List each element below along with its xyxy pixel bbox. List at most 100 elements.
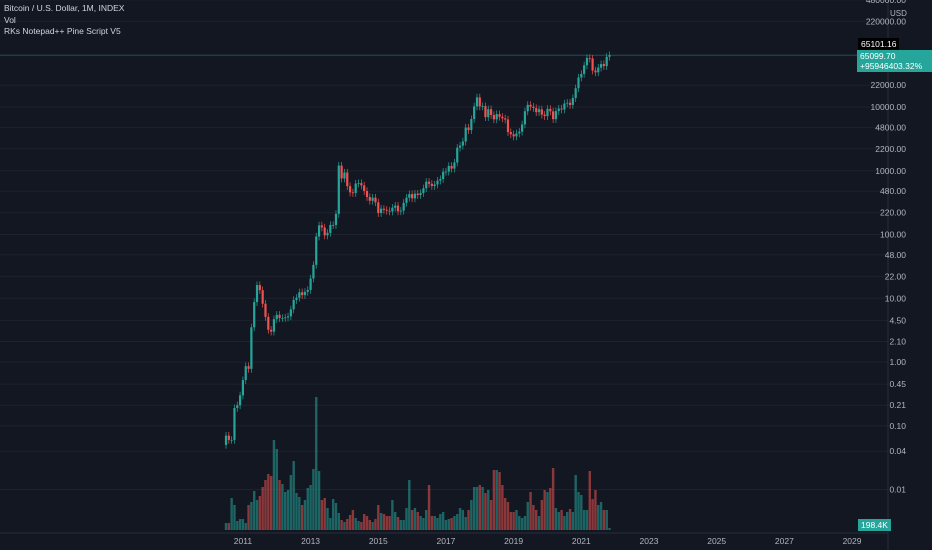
- volume-bar: [577, 492, 580, 530]
- candle-body: [594, 70, 597, 73]
- volume-bar: [571, 512, 575, 530]
- volume-bar: [520, 518, 524, 530]
- volume-bar: [526, 502, 529, 530]
- candle-body: [377, 202, 380, 214]
- candle-body: [411, 194, 414, 199]
- volume-bar: [385, 516, 388, 530]
- volume-bar: [580, 495, 583, 530]
- candle-body: [264, 303, 267, 317]
- volume-bar: [315, 397, 318, 530]
- candle-body: [354, 183, 357, 193]
- volume-bar: [498, 472, 501, 530]
- volume-bar: [566, 512, 569, 530]
- time-tick-label: 2019: [504, 536, 523, 546]
- symbol-title[interactable]: Bitcoin / U.S. Dollar, 1M, INDEX: [4, 3, 125, 13]
- candle-body: [487, 109, 490, 118]
- time-tick-label: 2021: [572, 536, 591, 546]
- time-tick-label: 2023: [640, 536, 659, 546]
- candle-body: [464, 127, 467, 142]
- candle-body: [371, 197, 374, 201]
- script-indicator-label[interactable]: RKs Notepad++ Pine Script V5: [4, 26, 121, 36]
- time-tick-label: 2025: [707, 536, 726, 546]
- volume-bar: [447, 519, 450, 530]
- volume-bar: [512, 512, 515, 530]
- volume-bar: [551, 468, 555, 530]
- candle-body: [563, 103, 566, 110]
- candle-body: [492, 114, 495, 120]
- candle-body: [532, 106, 535, 109]
- candle-body: [233, 407, 236, 440]
- time-tick-label: 2015: [369, 536, 388, 546]
- candle-body: [337, 165, 340, 214]
- volume-bar: [425, 510, 428, 530]
- time-axis[interactable]: 2011 2013 2015 2017 2019 2021 2023 2025 2027 2029: [234, 536, 862, 546]
- candle-body: [255, 285, 259, 303]
- price-tick-label: 220.00: [880, 208, 906, 218]
- candle-body: [580, 73, 583, 78]
- volume-bar: [346, 519, 349, 530]
- candle-body: [365, 191, 369, 198]
- candle-body: [357, 183, 360, 184]
- candle-body: [267, 316, 270, 330]
- candle-body: [605, 56, 608, 67]
- volume-bar: [585, 510, 589, 530]
- volume-indicator-label[interactable]: Vol: [4, 14, 16, 25]
- candle-body: [351, 192, 354, 194]
- volume-bar: [492, 470, 496, 530]
- volume-bar: [467, 510, 470, 530]
- candle-body: [312, 264, 315, 279]
- volume-bar: [357, 521, 360, 530]
- candle-body: [546, 108, 549, 117]
- volume-bar: [422, 518, 425, 530]
- candle-body: [363, 185, 366, 192]
- volume-bar: [439, 514, 442, 530]
- volume-bar: [546, 492, 549, 530]
- volume-bar: [481, 487, 484, 530]
- volume-bar: [326, 508, 329, 530]
- price-tick-label: 22000.00: [871, 80, 907, 90]
- volume-bar: [591, 499, 594, 530]
- price-axis[interactable]: 480000.00 220000.00 22000.00 10000.00 4800.0…: [866, 0, 906, 495]
- volume-bar: [444, 520, 448, 530]
- volume-bar: [419, 516, 422, 530]
- volume-bar: [399, 520, 403, 530]
- last-price-value: 65099.70: [860, 51, 896, 61]
- volume-bar: [368, 520, 372, 530]
- candle-body: [571, 98, 574, 105]
- candle-body: [495, 114, 498, 120]
- candle-body: [599, 64, 603, 68]
- candle-body: [399, 210, 402, 212]
- volume-bar: [253, 491, 256, 530]
- price-tick-label: 480.00: [880, 186, 906, 196]
- candle-body: [419, 192, 422, 196]
- candle-body: [385, 209, 388, 211]
- volume-bar: [602, 510, 606, 530]
- candle-body: [501, 116, 504, 119]
- volume-bar: [267, 474, 270, 530]
- candle-body: [368, 197, 371, 201]
- volume-bar: [377, 505, 380, 530]
- price-tick-label: 1000.00: [875, 166, 906, 176]
- volume-bar: [295, 493, 298, 530]
- candle-body: [306, 289, 309, 292]
- currency-label[interactable]: USD: [890, 9, 907, 18]
- candle-body: [374, 197, 377, 203]
- volume-bar: [309, 485, 312, 530]
- volume-bar: [391, 500, 394, 530]
- candle-body: [478, 97, 481, 107]
- volume-bar: [224, 523, 228, 530]
- price-tick-label: 0.04: [889, 446, 906, 456]
- volume-bar: [543, 490, 546, 530]
- volume-bar: [388, 516, 391, 530]
- volume-bar: [441, 512, 445, 530]
- volume-bar: [594, 490, 597, 530]
- volume-bar: [238, 519, 242, 530]
- volume-bar: [317, 471, 321, 530]
- candle-body: [380, 208, 383, 214]
- price-tick-label: 1.00: [889, 357, 906, 367]
- volume-bar: [272, 440, 276, 530]
- candle-body: [286, 316, 290, 318]
- candle-body: [498, 114, 501, 117]
- candle-body: [554, 111, 558, 120]
